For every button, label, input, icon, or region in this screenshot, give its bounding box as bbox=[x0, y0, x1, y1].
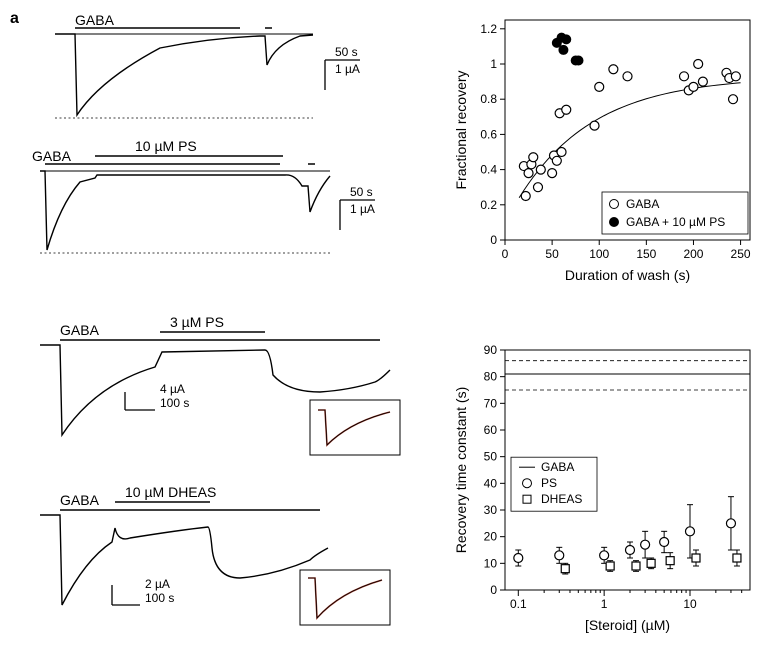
svg-text:30: 30 bbox=[484, 503, 498, 517]
svg-text:GABA + 10 µM PS: GABA + 10 µM PS bbox=[626, 215, 725, 229]
svg-text:50: 50 bbox=[545, 247, 559, 261]
svg-text:0: 0 bbox=[490, 583, 497, 597]
scalebar-x: 50 s bbox=[335, 45, 358, 59]
svg-text:70: 70 bbox=[484, 396, 498, 410]
svg-text:1: 1 bbox=[601, 597, 608, 611]
svg-text:80: 80 bbox=[484, 370, 498, 384]
svg-text:150: 150 bbox=[636, 247, 656, 261]
svg-text:GABA: GABA bbox=[541, 460, 574, 474]
scalebar-x: 100 s bbox=[145, 591, 174, 605]
trace-mid1: GABA 3 µM PS 100 s 4 µA bbox=[40, 330, 420, 480]
svg-text:DHEAS: DHEAS bbox=[541, 492, 582, 506]
svg-text:[Steroid] (µM): [Steroid] (µM) bbox=[585, 617, 670, 633]
svg-text:0: 0 bbox=[490, 233, 497, 247]
trace-top2: GABA 10 µM PS 50 s 1 µA bbox=[40, 150, 400, 270]
svg-text:90: 90 bbox=[484, 343, 498, 357]
svg-text:Fractional recovery: Fractional recovery bbox=[453, 70, 469, 189]
chart-c: 0 10 20 30 40 50 60 70 80 90 0.1 1 10 [Steroid] (µM) R… bbox=[450, 340, 760, 640]
scalebar-y: 1 µA bbox=[350, 202, 375, 216]
scalebar-x: 50 s bbox=[350, 185, 373, 199]
trace-label: GABA bbox=[32, 148, 71, 164]
svg-text:Duration of wash (s): Duration of wash (s) bbox=[565, 267, 690, 283]
svg-text:0.1: 0.1 bbox=[510, 597, 527, 611]
svg-text:200: 200 bbox=[683, 247, 703, 261]
svg-text:50: 50 bbox=[484, 450, 498, 464]
svg-text:20: 20 bbox=[484, 530, 498, 544]
trace-label-center: 10 µM PS bbox=[135, 138, 197, 154]
trace-label-center: 3 µM PS bbox=[170, 314, 224, 330]
svg-text:60: 60 bbox=[484, 423, 498, 437]
svg-text:0.6: 0.6 bbox=[480, 127, 497, 141]
svg-text:1: 1 bbox=[490, 57, 497, 71]
trace-mid2: GABA 10 µM DHEAS 100 s 2 µA bbox=[40, 500, 420, 650]
svg-text:1.2: 1.2 bbox=[480, 22, 497, 36]
svg-text:10: 10 bbox=[683, 597, 697, 611]
chart-b: 0 50 100 150 200 250 0 0.2 0.4 0.6 0.8 1 1.2 Duration… bbox=[450, 10, 760, 290]
figure-container: a GABA 50 s 1 µA bbox=[10, 10, 766, 654]
svg-text:PS: PS bbox=[541, 476, 557, 490]
scalebar-y: 1 µA bbox=[335, 62, 360, 76]
svg-text:0.2: 0.2 bbox=[480, 198, 497, 212]
trace-label-center: 10 µM DHEAS bbox=[125, 484, 216, 500]
trace-label: GABA bbox=[75, 12, 114, 28]
svg-text:0: 0 bbox=[502, 247, 509, 261]
svg-text:0.8: 0.8 bbox=[480, 92, 497, 106]
trace-label: GABA bbox=[60, 492, 99, 508]
scalebar-y: 4 µA bbox=[160, 382, 185, 396]
scalebar-x: 100 s bbox=[160, 396, 189, 410]
svg-text:Recovery time constant (s): Recovery time constant (s) bbox=[453, 387, 469, 554]
trace-label: GABA bbox=[60, 322, 99, 338]
svg-text:0.4: 0.4 bbox=[480, 163, 497, 177]
panel-label-a: a bbox=[10, 10, 19, 28]
scalebar-y: 2 µA bbox=[145, 577, 170, 591]
svg-text:40: 40 bbox=[484, 476, 498, 490]
svg-text:GABA: GABA bbox=[626, 197, 659, 211]
svg-text:100: 100 bbox=[589, 247, 609, 261]
svg-text:10: 10 bbox=[484, 556, 498, 570]
trace-top1: GABA 50 s 1 µA bbox=[40, 20, 400, 135]
svg-text:250: 250 bbox=[731, 247, 751, 261]
